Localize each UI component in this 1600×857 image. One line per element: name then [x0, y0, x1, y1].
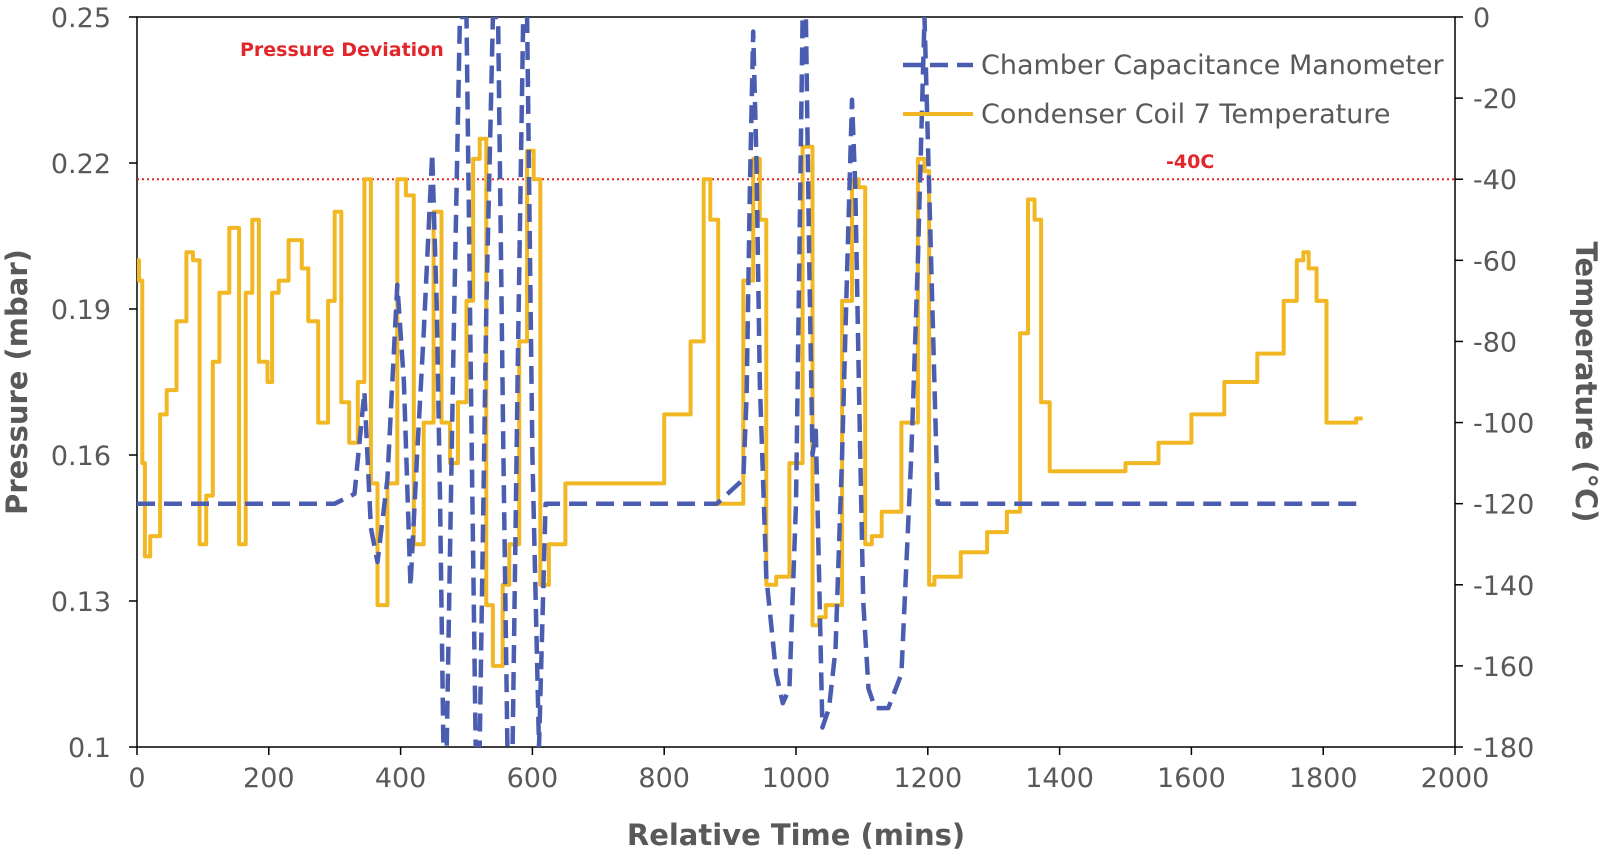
x-tick-label: 1600 — [1157, 763, 1226, 794]
y-right-tick-label: -180 — [1473, 733, 1534, 764]
y-right-tick-label: -40 — [1473, 165, 1517, 196]
x-tick-label: 2000 — [1421, 763, 1490, 794]
y-right-tick-label: -140 — [1473, 571, 1534, 602]
y-axis-right-ticks: 0 -20 -40 -60 -80 -100 -120 -140 -160 -180 — [1455, 3, 1534, 764]
y-right-tick-label: -160 — [1473, 652, 1534, 683]
y-axis-left-title: Pressure (mbar) — [0, 249, 34, 515]
x-tick-label: 400 — [375, 763, 427, 794]
legend: Chamber Capacitance Manometer Condenser … — [903, 50, 1445, 130]
x-tick-label: 1800 — [1289, 763, 1358, 794]
y-left-tick-label: 0.19 — [51, 295, 111, 326]
y-right-tick-label: 0 — [1473, 3, 1490, 34]
y-left-tick-label: 0.25 — [51, 3, 111, 34]
x-tick-label: 1400 — [1025, 763, 1094, 794]
x-axis-title: Relative Time (mins) — [627, 818, 965, 852]
y-axis-left-ticks: 0.1 0.13 0.16 0.19 0.22 0.25 — [51, 3, 137, 764]
x-tick-label: 1000 — [762, 763, 831, 794]
x-tick-label: 0 — [128, 763, 145, 794]
x-tick-label: 800 — [638, 763, 690, 794]
y-right-tick-label: -100 — [1473, 409, 1534, 440]
y-left-tick-label: 0.1 — [68, 733, 111, 764]
x-axis-ticks: 0 200 400 600 800 1000 1200 1400 1600 1800 2000 — [128, 747, 1489, 794]
series-pressure-line — [137, 17, 1363, 747]
legend-pressure-label: Chamber Capacitance Manometer — [981, 50, 1445, 81]
y-axis-right-title: Temperature (°C) — [1569, 242, 1600, 523]
legend-temperature-label: Condenser Coil 7 Temperature — [981, 99, 1390, 130]
series-temperature-line — [137, 136, 1363, 668]
y-right-tick-label: -20 — [1473, 84, 1517, 115]
x-tick-label: 200 — [243, 763, 295, 794]
y-right-tick-label: -120 — [1473, 490, 1534, 521]
y-right-tick-label: -80 — [1473, 327, 1517, 358]
threshold-label: -40C — [1166, 151, 1214, 173]
y-right-tick-label: -60 — [1473, 246, 1517, 277]
y-left-tick-label: 0.22 — [51, 149, 111, 180]
y-left-tick-label: 0.13 — [51, 587, 111, 618]
x-tick-label: 600 — [507, 763, 559, 794]
pressure-deviation-label: Pressure Deviation — [240, 39, 444, 61]
x-tick-label: 1200 — [893, 763, 962, 794]
y-left-tick-label: 0.16 — [51, 441, 111, 472]
